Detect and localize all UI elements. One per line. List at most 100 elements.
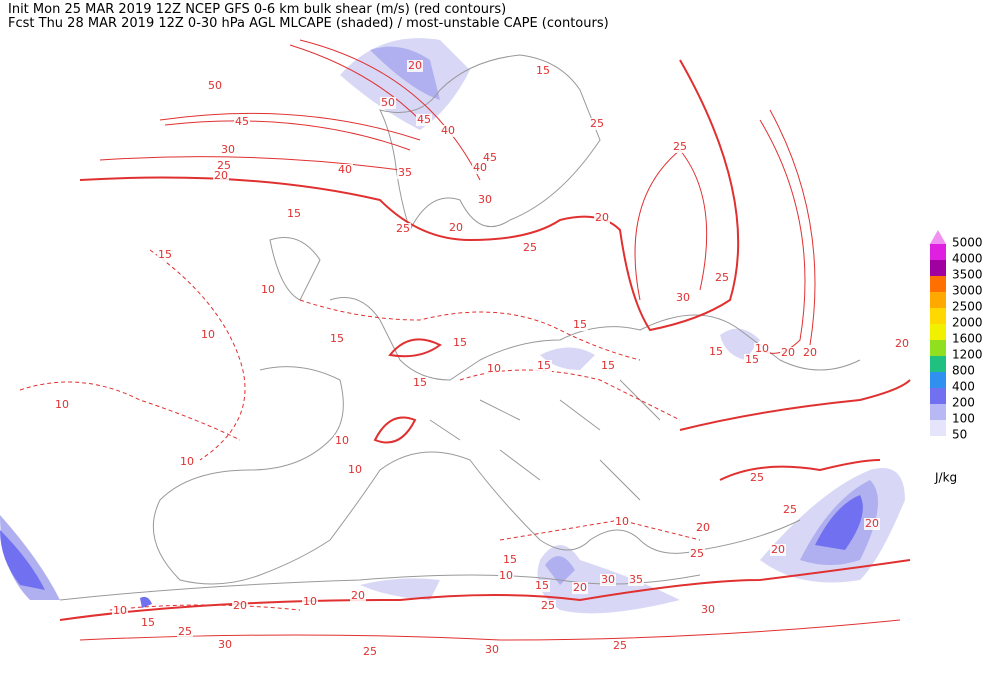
label-bg	[334, 435, 350, 447]
label-bg	[484, 644, 500, 656]
contour-label: 15	[503, 553, 517, 566]
contour-label: 25	[523, 241, 537, 254]
contour-label: 20	[214, 169, 228, 182]
contour-label: 25	[613, 639, 627, 652]
contour-label: 10	[55, 398, 69, 411]
label-bg	[207, 80, 223, 92]
label-bg	[486, 363, 502, 375]
contour-label: 10	[201, 328, 215, 341]
label-bg	[780, 347, 796, 359]
legend-label: 200	[952, 396, 975, 410]
contour-label: 20	[595, 211, 609, 224]
contour-label: 25	[178, 625, 192, 638]
label-bg	[213, 170, 229, 182]
label-bg	[260, 284, 276, 296]
label-bg	[177, 626, 193, 638]
label-bg	[472, 162, 488, 174]
label-bg	[482, 152, 498, 164]
contour-label: 30	[221, 143, 235, 156]
legend-swatch	[930, 340, 946, 356]
label-bg	[714, 272, 730, 284]
label-bg	[362, 646, 378, 658]
contour-label: 10	[335, 434, 349, 447]
contour-label: 25	[590, 117, 604, 130]
contour-label: 15	[287, 207, 301, 220]
contour-label: 15	[537, 359, 551, 372]
legend-label: 4000	[952, 252, 983, 266]
contour-label: 20	[351, 589, 365, 602]
contour-label: 40	[473, 161, 487, 174]
label-bg	[286, 208, 302, 220]
legend-label: 1600	[952, 332, 983, 346]
label-bg	[534, 580, 550, 592]
label-bg	[614, 516, 630, 528]
legend-swatch	[930, 292, 946, 308]
contour-label: 20	[781, 346, 795, 359]
legend-label: 50	[952, 428, 967, 442]
contour-label: 15	[536, 64, 550, 77]
label-bg	[600, 574, 616, 586]
label-bg	[220, 144, 236, 156]
label-bg	[522, 242, 538, 254]
contour-label: 30	[601, 573, 615, 586]
label-bg	[594, 212, 610, 224]
contour-label: 15	[141, 616, 155, 629]
header-line2: Fcst Thu 28 MAR 2019 12Z 0-30 hPa AGL ML…	[8, 16, 609, 31]
header-line1: Init Mon 25 MAR 2019 12Z NCEP GFS 0-6 km…	[8, 2, 506, 17]
contour-label: 20	[696, 521, 710, 534]
legend-label: 1200	[952, 348, 983, 362]
legend-swatch	[930, 372, 946, 388]
shear-contours	[19, 39, 911, 641]
contour-label: 25	[363, 645, 377, 658]
label-bg	[700, 604, 716, 616]
contour-label: 20	[233, 599, 247, 612]
contour-label: 10	[113, 604, 127, 617]
contour-label: 15	[453, 336, 467, 349]
contour-label: 15	[535, 579, 549, 592]
contour-label: 20	[803, 346, 817, 359]
contour-label: 20	[573, 581, 587, 594]
legend-label: 3000	[952, 284, 983, 298]
legend-swatch	[930, 404, 946, 420]
label-bg	[350, 590, 366, 602]
label-bg	[200, 329, 216, 341]
label-bg	[770, 544, 786, 556]
contour-label: 10	[261, 283, 275, 296]
legend-swatch	[930, 276, 946, 292]
label-bg	[302, 596, 318, 608]
label-bg	[452, 337, 468, 349]
label-bg	[600, 360, 616, 372]
legend: 5000 4000 3500 3000 2500 2000 1600 1200 800 400 20…	[930, 230, 983, 485]
contour-label: 15	[573, 318, 587, 331]
label-bg	[572, 582, 588, 594]
label-bg	[535, 65, 551, 77]
contour-label: 25	[541, 599, 555, 612]
label-bg	[440, 125, 456, 137]
label-bg	[782, 504, 798, 516]
label-bg	[502, 554, 518, 566]
label-bg	[157, 249, 173, 261]
contour-label: 35	[629, 573, 643, 586]
label-bg	[416, 114, 432, 126]
legend-label: 800	[952, 364, 975, 378]
legend-swatch	[930, 230, 946, 244]
contour-label: 30	[485, 643, 499, 656]
contour-label: 25	[396, 222, 410, 235]
contour-label: 50	[208, 79, 222, 92]
label-bg	[744, 354, 760, 366]
label-bg	[347, 464, 363, 476]
contour-label: 10	[499, 569, 513, 582]
label-bg	[572, 319, 588, 331]
label-bg	[498, 570, 514, 582]
label-bg	[689, 548, 705, 560]
contour-label: 20	[449, 221, 463, 234]
contour-label: 20	[865, 517, 879, 530]
label-bg	[802, 347, 818, 359]
label-bg	[672, 141, 688, 153]
label-bg	[477, 194, 493, 206]
contour-label: 15	[330, 332, 344, 345]
legend-label: 2000	[952, 316, 983, 330]
contour-label: 10	[180, 455, 194, 468]
legend-label: 400	[952, 380, 975, 394]
